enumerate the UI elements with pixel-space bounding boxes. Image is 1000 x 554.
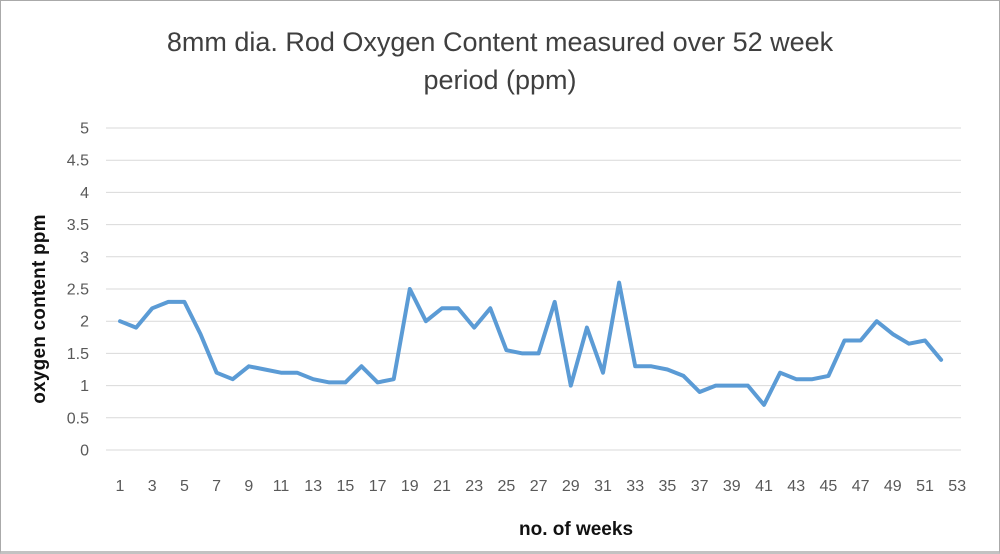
- y-tick-label: 4: [80, 185, 89, 202]
- x-tick-label: 1: [116, 478, 125, 495]
- x-axis-title: no. of weeks: [518, 519, 634, 540]
- x-tick-label: 23: [465, 478, 483, 495]
- x-tick-label: 35: [659, 478, 677, 495]
- y-tick-label: 2: [80, 314, 89, 331]
- x-tick-label: 31: [594, 478, 612, 495]
- x-tick-label: 9: [244, 478, 253, 495]
- y-tick-label: 1: [80, 378, 89, 395]
- x-tick-label: 45: [820, 478, 838, 495]
- x-tick-label: 19: [401, 478, 419, 495]
- x-tick-label: 43: [787, 478, 805, 495]
- x-tick-label: 29: [562, 478, 580, 495]
- x-tick-label: 49: [884, 478, 902, 495]
- x-tick-label: 53: [948, 478, 966, 495]
- x-tick-label: 27: [530, 478, 548, 495]
- x-tick-label: 17: [369, 478, 387, 495]
- x-tick-label: 33: [626, 478, 644, 495]
- y-tick-label: 3: [80, 249, 89, 266]
- y-tick-label: 3.5: [67, 217, 89, 234]
- y-tick-label: 2.5: [67, 282, 89, 299]
- x-tick-label: 5: [180, 478, 189, 495]
- chart-title-line-1: 8mm dia. Rod Oxygen Content measured ove…: [166, 27, 834, 57]
- x-tick-label: 21: [433, 478, 451, 495]
- x-tick-label: 25: [498, 478, 516, 495]
- x-tick-label: 11: [273, 478, 290, 495]
- y-tick-label: 0.5: [67, 410, 89, 427]
- y-tick-label: 0: [80, 443, 89, 460]
- x-tick-label: 47: [852, 478, 870, 495]
- x-tick-label: 15: [337, 478, 355, 495]
- y-tick-label: 4.5: [67, 153, 89, 170]
- y-tick-label: 5: [80, 121, 89, 138]
- chart-title: 8mm dia. Rod Oxygen Content measured ove…: [1, 23, 999, 99]
- x-tick-label: 37: [691, 478, 709, 495]
- x-tick-label: 51: [916, 478, 934, 495]
- y-tick-label: 1.5: [67, 346, 89, 363]
- x-tick-label: 39: [723, 478, 741, 495]
- x-tick-label: 41: [755, 478, 773, 495]
- x-tick-label: 7: [212, 478, 221, 495]
- x-tick-label: 13: [304, 478, 322, 495]
- x-tick-label: 3: [148, 478, 157, 495]
- oxygen-content-series-line: [118, 280, 944, 407]
- chart-title-line-2: period (ppm): [423, 65, 577, 95]
